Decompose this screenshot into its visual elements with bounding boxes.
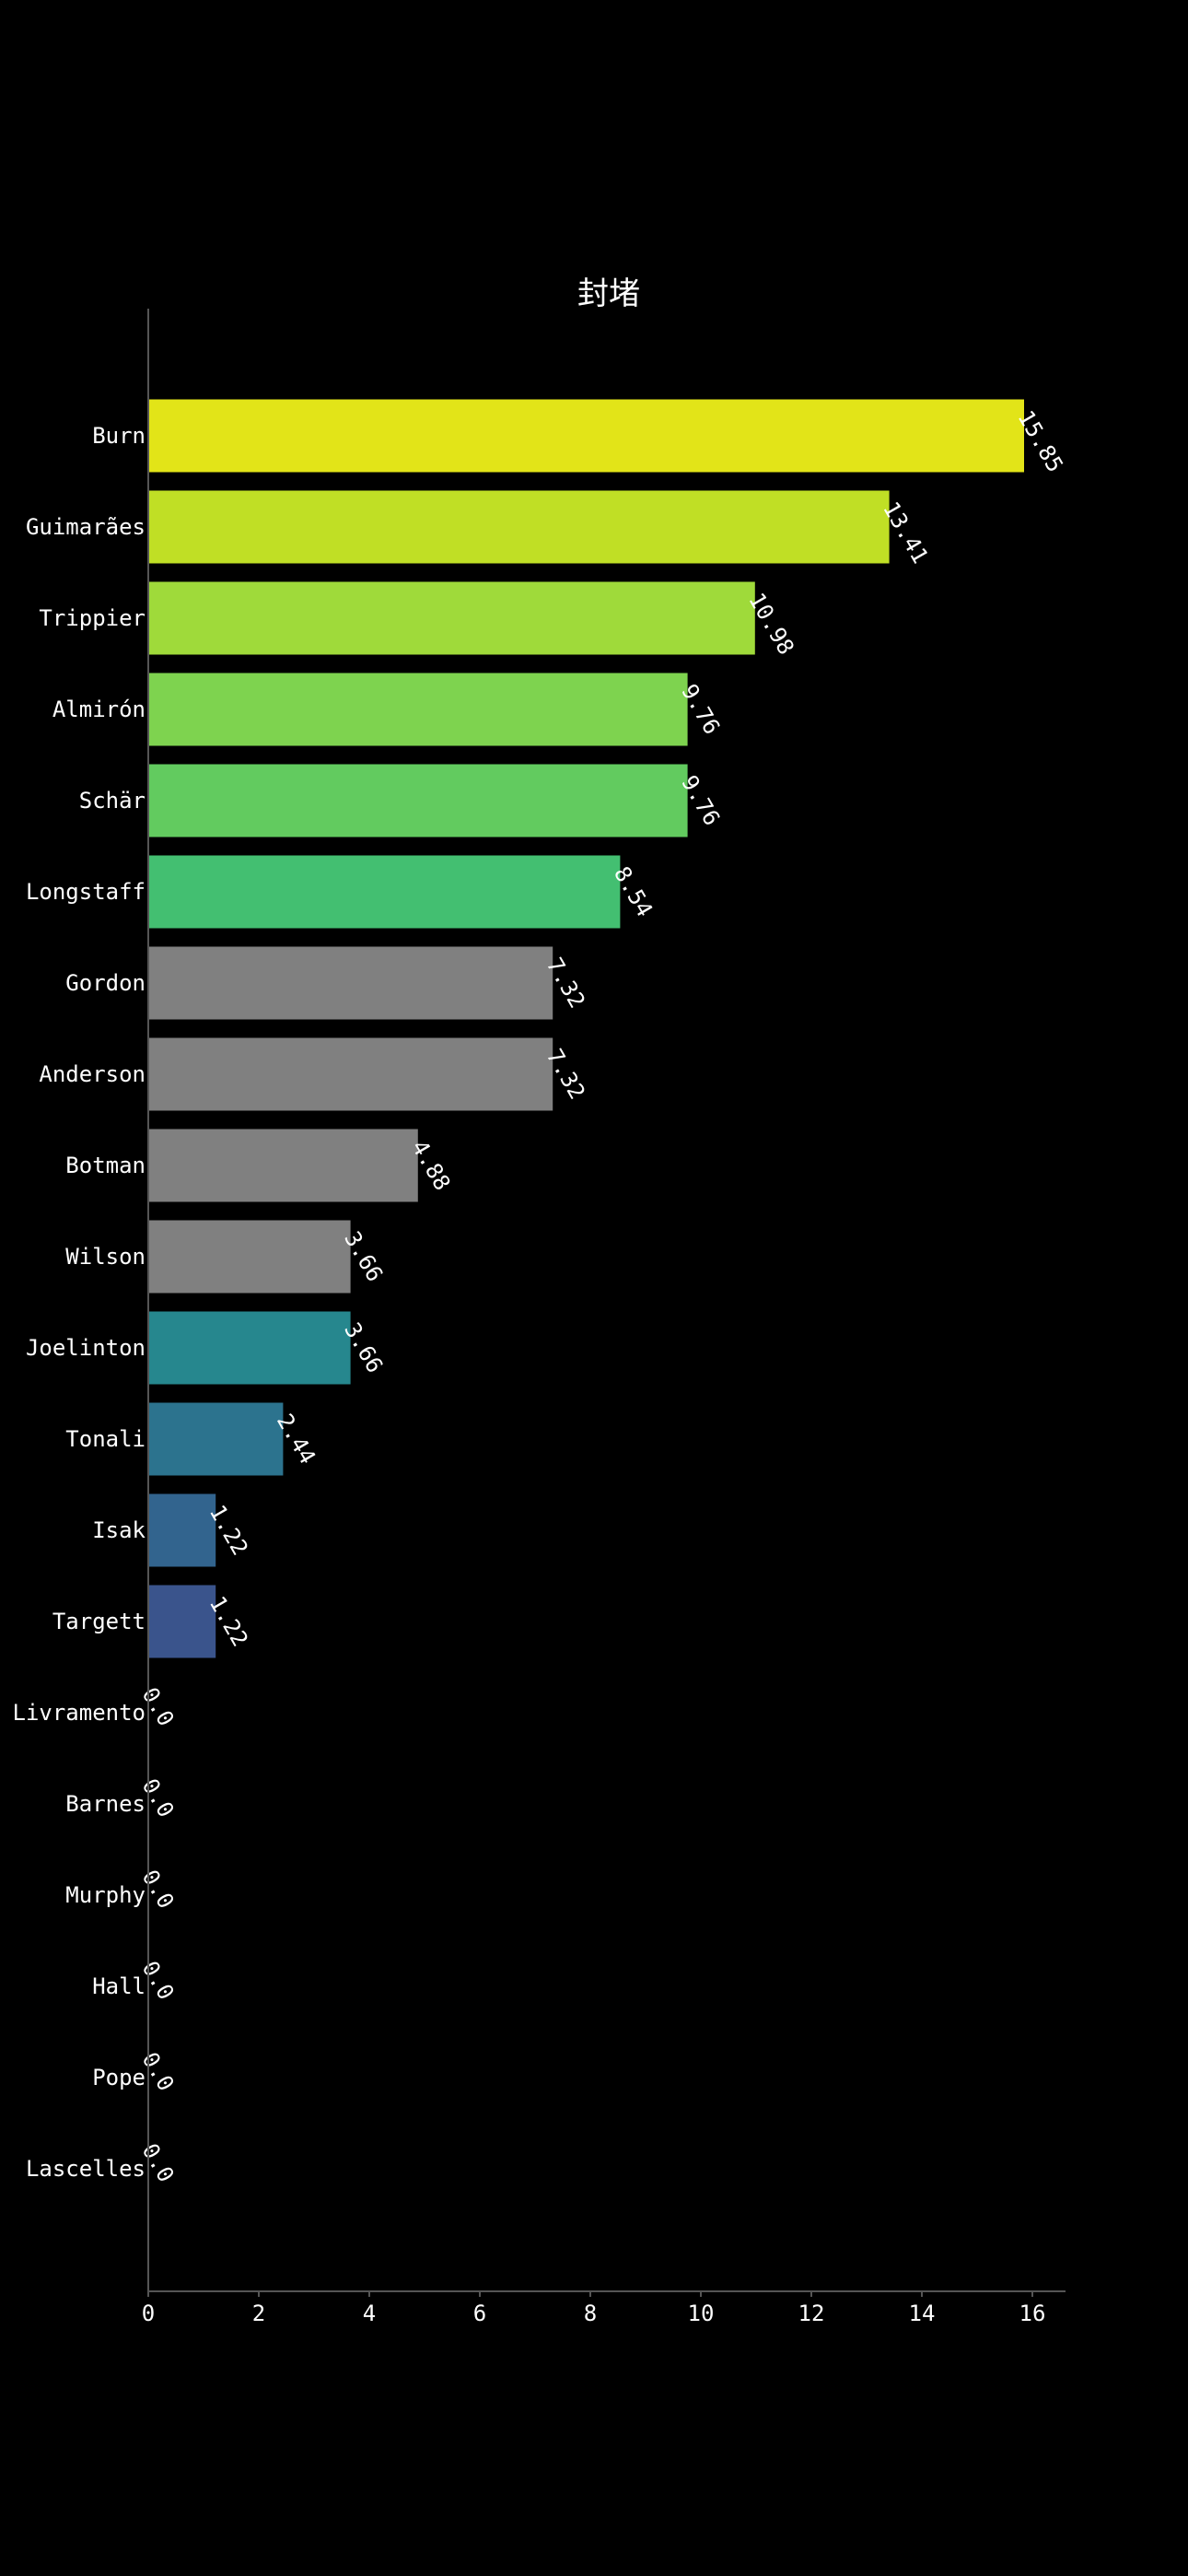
bars-group bbox=[148, 399, 1024, 1658]
category-label-burn: Burn bbox=[92, 423, 146, 449]
category-label-trippier: Trippier bbox=[39, 605, 146, 631]
category-label-hall: Hall bbox=[92, 1973, 146, 1999]
x-tick-label-10: 10 bbox=[688, 2301, 715, 2326]
x-tick-label-6: 6 bbox=[473, 2301, 486, 2326]
category-label-pope: Pope bbox=[92, 2065, 146, 2090]
x-tick-label-14: 14 bbox=[909, 2301, 936, 2326]
bar-targett bbox=[148, 1585, 216, 1658]
category-label-botman: Botman bbox=[65, 1153, 146, 1178]
bar-guimaraes bbox=[148, 490, 890, 564]
category-label-longstaff: Longstaff bbox=[26, 879, 146, 905]
category-label-murphy: Murphy bbox=[65, 1882, 146, 1908]
bar-longstaff bbox=[148, 855, 621, 929]
category-label-barnes: Barnes bbox=[65, 1791, 146, 1817]
category-label-guimaraes: Guimarães bbox=[26, 514, 146, 540]
bar-isak bbox=[148, 1493, 216, 1567]
category-label-schar: Schär bbox=[79, 788, 146, 814]
bar-wilson bbox=[148, 1220, 351, 1294]
category-label-tonali: Tonali bbox=[65, 1426, 146, 1452]
category-label-almiron: Almirón bbox=[52, 697, 146, 722]
bar-joelinton bbox=[148, 1311, 351, 1385]
bar-trippier bbox=[148, 581, 755, 655]
category-label-lascelles: Lascelles bbox=[26, 2156, 146, 2182]
category-label-joelinton: Joelinton bbox=[26, 1335, 146, 1361]
category-labels-group: Burn Guimarães Trippier Almirón Schär Longsta… bbox=[13, 423, 146, 2182]
x-tick-label-16: 16 bbox=[1019, 2301, 1046, 2326]
bar-tonali bbox=[148, 1402, 284, 1476]
category-label-anderson: Anderson bbox=[39, 1061, 146, 1087]
category-label-wilson: Wilson bbox=[65, 1244, 146, 1270]
x-axis: 0 2 4 6 8 10 12 14 16 bbox=[142, 2290, 1066, 2326]
bar-schar bbox=[148, 764, 688, 837]
x-tick-label-0: 0 bbox=[142, 2301, 155, 2326]
chart-title: 封堵 bbox=[577, 275, 640, 312]
x-tick-label-12: 12 bbox=[798, 2301, 825, 2326]
x-tick-label-2: 2 bbox=[252, 2301, 265, 2326]
x-tick-label-4: 4 bbox=[363, 2301, 376, 2326]
category-label-gordon: Gordon bbox=[65, 970, 146, 996]
category-label-isak: Isak bbox=[92, 1517, 146, 1543]
bar-botman bbox=[148, 1129, 418, 1202]
bar-gordon bbox=[148, 946, 553, 1020]
bar-almiron bbox=[148, 673, 688, 746]
x-tick-label-8: 8 bbox=[584, 2301, 597, 2326]
bar-burn bbox=[148, 399, 1024, 473]
category-label-livramento: Livramento bbox=[13, 1700, 146, 1726]
category-label-targett: Targett bbox=[52, 1609, 146, 1634]
bar-anderson bbox=[148, 1037, 553, 1111]
